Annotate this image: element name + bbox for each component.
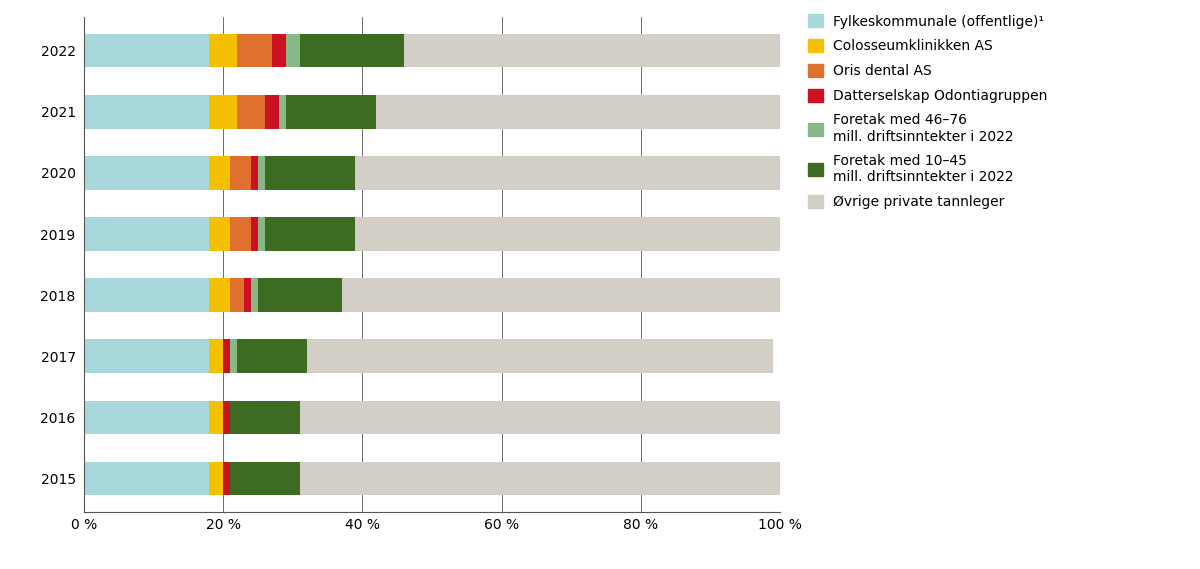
Bar: [258, 217, 265, 251]
Bar: [223, 340, 230, 373]
Bar: [209, 95, 238, 129]
Bar: [251, 156, 258, 189]
Bar: [230, 156, 251, 189]
Bar: [230, 401, 300, 434]
Bar: [209, 156, 230, 189]
Bar: [84, 278, 209, 312]
Bar: [84, 156, 209, 189]
Bar: [355, 217, 780, 251]
Bar: [209, 340, 223, 373]
Bar: [230, 340, 238, 373]
Bar: [278, 95, 286, 129]
Bar: [230, 461, 300, 495]
Bar: [342, 278, 780, 312]
Bar: [300, 461, 780, 495]
Bar: [230, 278, 244, 312]
Bar: [307, 340, 773, 373]
Bar: [223, 461, 230, 495]
Bar: [238, 340, 307, 373]
Bar: [84, 95, 209, 129]
Bar: [251, 217, 258, 251]
Bar: [300, 34, 404, 68]
Bar: [238, 34, 272, 68]
Bar: [238, 95, 265, 129]
Bar: [377, 95, 780, 129]
Bar: [251, 278, 258, 312]
Bar: [230, 217, 251, 251]
Bar: [84, 34, 209, 68]
Bar: [355, 156, 780, 189]
Bar: [209, 401, 223, 434]
Bar: [265, 156, 355, 189]
Bar: [84, 340, 209, 373]
Bar: [272, 34, 286, 68]
Bar: [265, 217, 355, 251]
Bar: [223, 401, 230, 434]
Bar: [209, 461, 223, 495]
Bar: [404, 34, 780, 68]
Bar: [209, 34, 238, 68]
Bar: [258, 156, 265, 189]
Bar: [244, 278, 251, 312]
Bar: [286, 95, 377, 129]
Bar: [258, 278, 342, 312]
Legend: Fylkeskommunale (offentlige)¹, Colosseumklinikken AS, Oris dental AS, Dattersels: Fylkeskommunale (offentlige)¹, Colosseum…: [808, 14, 1048, 209]
Bar: [286, 34, 300, 68]
Bar: [84, 461, 209, 495]
Bar: [300, 401, 780, 434]
Bar: [84, 401, 209, 434]
Bar: [84, 217, 209, 251]
Bar: [209, 278, 230, 312]
Bar: [265, 95, 278, 129]
Bar: [209, 217, 230, 251]
